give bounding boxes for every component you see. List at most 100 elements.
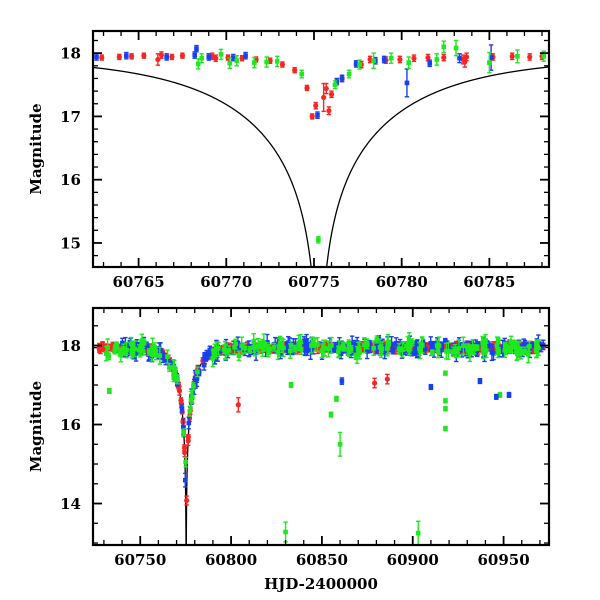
data-point-red	[304, 85, 310, 91]
y-axis-label: Magnitude	[27, 103, 45, 194]
data-point-green	[525, 352, 531, 357]
data-point-blue	[204, 351, 210, 357]
data-point-blue	[477, 378, 483, 384]
data-point-blue	[506, 392, 512, 398]
data-point-red	[441, 54, 447, 61]
y-tick-label: 16	[60, 171, 81, 189]
data-point-blue	[283, 346, 289, 352]
data-point-red	[176, 388, 183, 394]
data-point-blue	[203, 356, 209, 362]
data-point-red	[279, 61, 286, 68]
data-point-green	[105, 345, 110, 350]
data-point-green	[487, 60, 492, 65]
data-point-blue	[179, 406, 185, 411]
data-point-blue	[353, 61, 359, 67]
data-point-green	[346, 71, 352, 77]
data-point-blue	[427, 60, 433, 66]
data-point-green	[107, 388, 112, 394]
data-point-green	[221, 346, 227, 352]
data-point-green	[264, 59, 269, 65]
data-point-green	[199, 55, 205, 61]
data-point-blue	[243, 53, 248, 58]
data-point-blue	[447, 346, 452, 351]
data-point-green	[474, 345, 480, 350]
data-point-blue	[333, 347, 338, 352]
data-point-green	[446, 348, 451, 354]
data-point-green	[247, 347, 253, 353]
data-point-green	[242, 345, 248, 351]
data-point-blue	[390, 348, 396, 353]
data-point-red	[179, 53, 186, 59]
data-point-blue	[206, 54, 212, 60]
data-point-green	[461, 343, 466, 348]
data-point-red	[509, 53, 515, 59]
data-point-red	[425, 54, 431, 61]
data-point-red	[141, 53, 147, 59]
data-point-green	[332, 82, 338, 88]
x-tick-label: 60900	[387, 551, 439, 569]
data-point-red	[213, 55, 219, 61]
data-point-green	[430, 350, 435, 355]
data-point-red	[313, 103, 319, 109]
data-point-green	[187, 408, 193, 414]
data-point-blue	[524, 346, 529, 351]
x-tick-label: 60800	[205, 551, 257, 569]
data-point-green	[517, 347, 523, 353]
data-point-blue	[286, 345, 291, 350]
data-point-blue	[404, 80, 410, 86]
data-point-green	[152, 344, 157, 350]
data-point-green	[480, 344, 486, 350]
data-point-green	[281, 345, 286, 351]
data-point-green	[309, 343, 314, 348]
data-point-green	[512, 344, 518, 350]
data-point-green	[527, 344, 532, 349]
x-tick-label: 60950	[477, 551, 529, 569]
data-point-green	[443, 398, 448, 404]
data-point-green	[541, 54, 547, 59]
data-point-green	[195, 61, 201, 67]
data-point-red	[182, 450, 188, 456]
plot-frame	[91, 29, 551, 269]
data-point-green	[341, 344, 346, 350]
data-point-green	[172, 366, 177, 372]
data-point-green	[354, 352, 360, 358]
data-point-green	[329, 343, 334, 348]
data-point-green	[261, 340, 267, 345]
data-point-green	[509, 344, 515, 349]
y-tick-label: 15	[60, 234, 81, 252]
data-point-green	[277, 340, 283, 346]
data-point-blue	[523, 342, 528, 348]
data-point-green	[483, 348, 489, 353]
data-point-green	[275, 349, 281, 355]
data-point-blue	[352, 346, 358, 351]
data-point-blue	[486, 342, 491, 348]
data-point-green	[137, 346, 143, 351]
data-point-green	[112, 349, 118, 354]
data-point-blue	[302, 346, 308, 352]
data-point-blue	[192, 52, 198, 58]
data-point-blue	[339, 378, 345, 384]
data-point-red	[527, 54, 533, 60]
data-point-green	[495, 348, 501, 353]
panel-bottom-panel: 60750 60800 60850 60900 60950 14 16 18 Magnitude…	[27, 306, 551, 593]
data-point-green	[497, 392, 503, 398]
data-point-blue	[374, 345, 379, 351]
data-point-green	[236, 353, 242, 358]
data-point-blue	[349, 341, 355, 347]
x-tick-label: 60780	[376, 273, 428, 291]
data-point-green	[503, 347, 509, 353]
data-points-group	[96, 332, 546, 545]
data-point-green	[379, 348, 384, 354]
plot-frame	[91, 306, 551, 547]
data-point-green	[234, 58, 240, 64]
y-tick-label: 16	[60, 416, 81, 434]
data-point-red	[321, 94, 327, 101]
data-point-blue	[389, 341, 394, 347]
data-point-green	[316, 237, 321, 243]
data-point-red	[169, 54, 175, 60]
data-point-blue	[381, 57, 387, 62]
data-point-green	[441, 44, 447, 50]
data-point-blue	[432, 344, 437, 350]
y-tick-label: 17	[60, 108, 81, 126]
data-point-green	[260, 345, 265, 351]
